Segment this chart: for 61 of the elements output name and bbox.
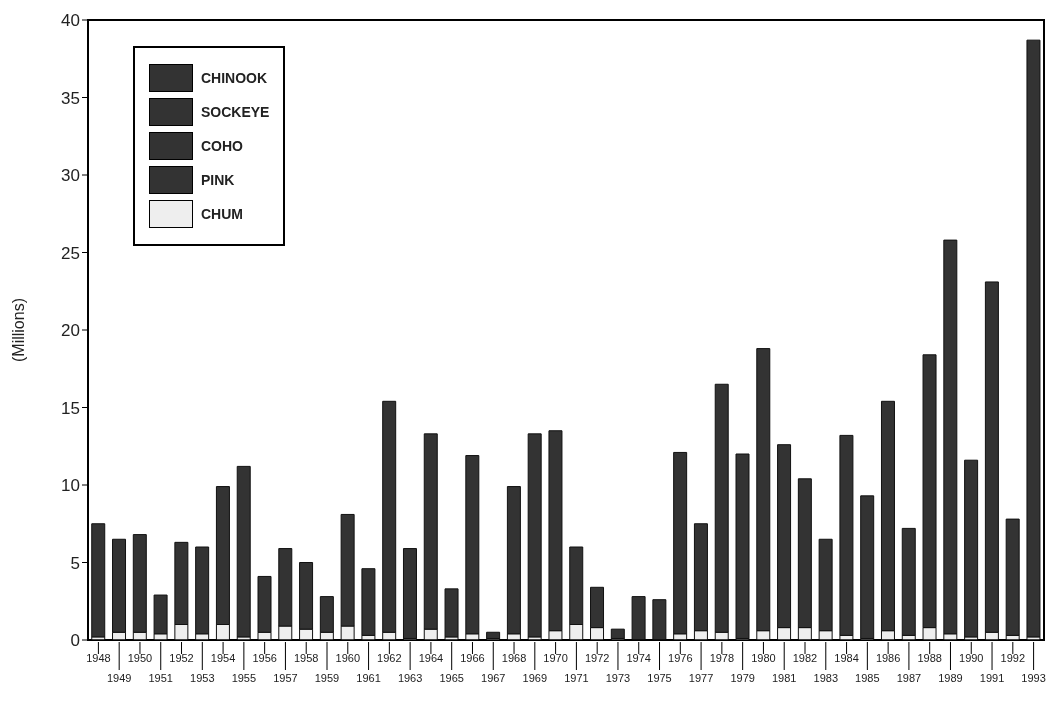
x-tick-label: 1986: [875, 652, 901, 664]
x-tick-label: 1958: [293, 652, 319, 664]
x-tick-label: 1976: [668, 652, 693, 664]
x-tick-label: 1989: [938, 672, 963, 684]
x-tick-label: 1991: [979, 672, 1005, 684]
y-axis-title: (Millions): [9, 298, 27, 362]
x-tick-label: 1954: [210, 652, 236, 664]
x-tick-label: 1987: [896, 672, 922, 684]
x-tick-label: 1957: [273, 672, 298, 684]
x-tick-label: 1982: [792, 652, 818, 664]
x-tick-label: 1983: [813, 672, 839, 684]
x-tick-label: 1965: [439, 672, 464, 684]
x-tick-label: 1949: [106, 672, 132, 684]
x-tick-label: 1977: [688, 672, 714, 684]
x-tick-label: 1963: [397, 672, 423, 684]
x-tick-label: 1955: [231, 672, 257, 684]
x-tick-label: 1962: [377, 652, 402, 664]
x-tick-label: 1975: [647, 672, 672, 684]
legend-label: CHINOOK: [201, 70, 268, 86]
x-tick-label: 1980: [751, 652, 776, 664]
x-tick-label: 1960: [335, 652, 361, 664]
y-tick-label: 30: [61, 166, 80, 186]
x-tick-label: 1985: [855, 672, 880, 684]
x-tick-label: 1972: [584, 652, 610, 664]
x-tick-label: 1951: [148, 672, 173, 684]
x-tick-label: 1988: [917, 652, 942, 664]
x-tick-label: 1981: [771, 672, 797, 684]
x-tick-label: 1959: [314, 672, 340, 684]
x-tick-label: 1961: [356, 672, 381, 684]
x-tick-label: 1971: [564, 672, 589, 684]
x-tick-label: 1953: [190, 672, 215, 684]
y-tick-label: 15: [61, 398, 80, 418]
x-tick-label: 1974: [626, 652, 651, 664]
x-tick-label: 1978: [709, 652, 735, 664]
y-tick-label: 10: [61, 476, 80, 496]
x-tick-label: 1956: [252, 652, 277, 664]
y-tick-label: 25: [61, 243, 80, 263]
x-tick-label: 1969: [522, 672, 548, 684]
legend-label: CHUM: [201, 206, 243, 222]
legend-label: COHO: [201, 138, 243, 154]
y-tick-label: 20: [61, 321, 80, 341]
x-tick-label: 1984: [834, 652, 859, 664]
x-tick-label: 1970: [543, 652, 568, 664]
x-tick-label: 1950: [127, 652, 153, 664]
legend-label: PINK: [201, 172, 235, 188]
x-tick-label: 1993: [1021, 672, 1046, 684]
x-tick-label: 1973: [605, 672, 631, 684]
x-tick-label: 1967: [481, 672, 506, 684]
x-tick-label: 1952: [169, 652, 194, 664]
y-tick-label: 0: [70, 631, 80, 651]
x-tick-label: 1964: [418, 652, 444, 664]
x-tick-label: 1990: [959, 652, 984, 664]
legend-label: SOCKEYE: [201, 104, 270, 120]
y-tick-label: 40: [61, 11, 80, 31]
y-tick-label: 5: [70, 553, 80, 573]
x-tick-label: 1948: [86, 652, 111, 664]
x-tick-label: 1979: [730, 672, 755, 684]
x-tick-label: 1966: [460, 652, 485, 664]
y-tick-label: 35: [61, 88, 80, 108]
x-tick-label: 1968: [501, 652, 527, 664]
x-tick-label: 1992: [1000, 652, 1026, 664]
